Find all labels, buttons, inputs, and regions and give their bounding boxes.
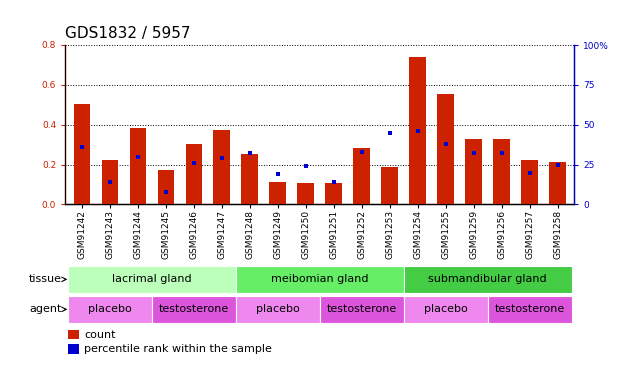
Bar xyxy=(68,266,236,293)
Point xyxy=(329,179,339,185)
Point xyxy=(385,130,395,136)
Point xyxy=(553,162,563,168)
Point xyxy=(105,179,115,185)
Bar xyxy=(236,296,320,323)
Point xyxy=(189,160,199,166)
Point xyxy=(497,150,507,156)
Bar xyxy=(102,159,119,204)
Text: testosterone: testosterone xyxy=(494,304,564,314)
Bar xyxy=(353,148,370,204)
Text: percentile rank within the sample: percentile rank within the sample xyxy=(84,344,273,354)
Bar xyxy=(493,139,510,204)
Bar xyxy=(404,266,571,293)
Point xyxy=(441,141,451,147)
Point xyxy=(77,144,87,150)
Point xyxy=(469,150,479,156)
Bar xyxy=(270,183,286,204)
Text: count: count xyxy=(84,330,116,340)
Text: GDS1832 / 5957: GDS1832 / 5957 xyxy=(65,26,191,41)
Text: placebo: placebo xyxy=(88,304,132,314)
Bar xyxy=(325,183,342,204)
Text: agent: agent xyxy=(29,304,62,314)
Point xyxy=(161,189,171,195)
Point xyxy=(525,170,535,176)
Bar xyxy=(320,296,404,323)
Point xyxy=(217,155,227,161)
Bar xyxy=(297,183,314,204)
Bar xyxy=(549,162,566,204)
Text: placebo: placebo xyxy=(256,304,300,314)
Bar xyxy=(236,266,404,293)
Point xyxy=(133,154,143,160)
Bar xyxy=(437,94,454,204)
Text: testosterone: testosterone xyxy=(159,304,229,314)
Point xyxy=(413,128,423,134)
Text: tissue: tissue xyxy=(29,274,62,284)
Bar xyxy=(130,128,147,204)
Text: testosterone: testosterone xyxy=(327,304,397,314)
Bar xyxy=(465,139,482,204)
Bar xyxy=(214,130,230,204)
Bar xyxy=(409,57,426,204)
Text: placebo: placebo xyxy=(424,304,468,314)
Point xyxy=(301,163,310,169)
Point xyxy=(357,149,367,155)
Bar xyxy=(186,144,202,204)
Text: meibomian gland: meibomian gland xyxy=(271,274,369,284)
Point xyxy=(245,150,255,156)
Bar xyxy=(158,170,175,204)
Text: lacrimal gland: lacrimal gland xyxy=(112,274,192,284)
Bar xyxy=(381,166,398,204)
Bar xyxy=(487,296,571,323)
Text: submandibular gland: submandibular gland xyxy=(428,274,547,284)
Bar xyxy=(404,296,487,323)
Bar xyxy=(242,154,258,204)
Point xyxy=(273,171,283,177)
Bar xyxy=(68,296,152,323)
Bar xyxy=(521,159,538,204)
Bar xyxy=(152,296,236,323)
Bar xyxy=(74,104,91,204)
